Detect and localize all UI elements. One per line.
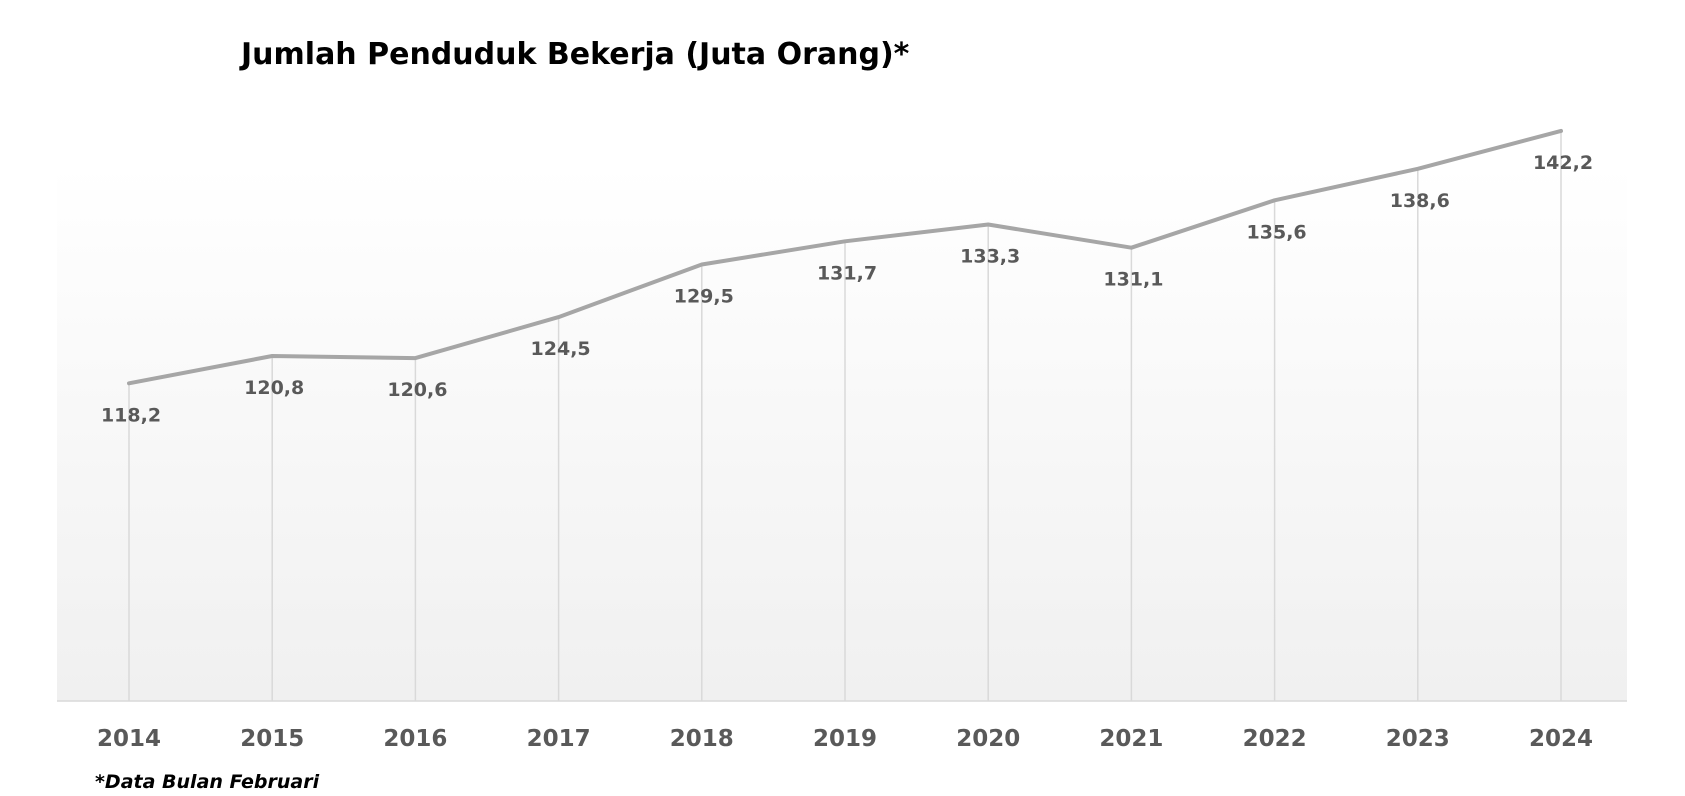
data-label-2023: 138,6 <box>1390 190 1450 212</box>
x-tick-2015: 2015 <box>240 726 304 752</box>
x-tick-2017: 2017 <box>527 726 591 752</box>
x-tick-2024: 2024 <box>1529 726 1593 752</box>
chart-title: Jumlah Penduduk Bekerja (Juta Orang)* <box>239 37 910 72</box>
x-tick-2019: 2019 <box>813 726 877 752</box>
footnote: *Data Bulan Februari <box>95 771 320 793</box>
data-label-2017: 124,5 <box>531 338 591 360</box>
series-line <box>127 128 1563 386</box>
data-label-2019: 131,7 <box>817 262 877 284</box>
data-label-2022: 135,6 <box>1247 221 1307 243</box>
x-tick-2018: 2018 <box>670 726 734 752</box>
drop-lines <box>128 130 1562 701</box>
x-tick-2023: 2023 <box>1386 726 1450 752</box>
x-tick-2022: 2022 <box>1243 726 1307 752</box>
x-tick-2016: 2016 <box>383 726 447 752</box>
data-label-2021: 131,1 <box>1103 269 1163 291</box>
x-tick-2014: 2014 <box>97 726 161 752</box>
data-label-2018: 129,5 <box>674 285 734 307</box>
data-label-2024: 142,2 <box>1533 152 1593 174</box>
x-tick-2021: 2021 <box>1099 726 1163 752</box>
plot-area <box>57 165 1627 701</box>
data-label-2014: 118,2 <box>101 404 161 426</box>
x-tick-2020: 2020 <box>956 726 1020 752</box>
data-labels: 118,2 120,8 120,6 124,5 129,5 131,7 133,3 131,1… <box>101 152 1593 426</box>
data-label-2015: 120,8 <box>244 377 304 399</box>
x-tick-labels: 2014 2015 2016 2017 2018 2019 2020 2021 2022 2023… <box>97 726 1593 752</box>
data-label-2020: 133,3 <box>960 246 1020 268</box>
data-label-2016: 120,6 <box>387 379 447 401</box>
